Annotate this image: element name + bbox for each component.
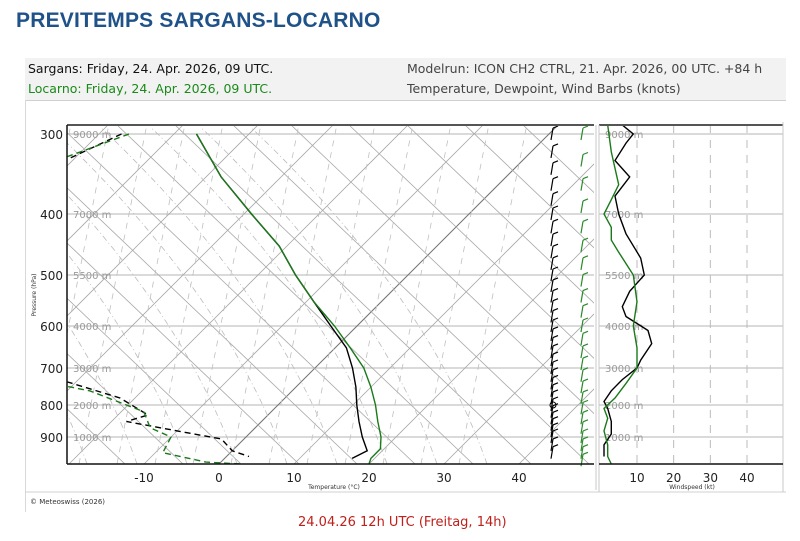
svg-text:700: 700	[40, 362, 63, 376]
svg-text:0: 0	[215, 471, 223, 485]
svg-text:20: 20	[666, 471, 681, 485]
skewt-grid: 9000 m 7000 m 5500 m 4000 m 3000 m 2000 m 1000…	[67, 125, 594, 464]
copyright-credit: © Meteoswiss (2026)	[30, 498, 106, 506]
svg-text:30: 30	[703, 471, 718, 485]
svg-text:800: 800	[40, 399, 63, 413]
svg-text:2000 m: 2000 m	[73, 401, 111, 412]
chart-frame	[25, 100, 787, 512]
svg-text:3000 m: 3000 m	[605, 364, 643, 375]
svg-text:3000 m: 3000 m	[73, 364, 111, 375]
svg-text:2000 m: 2000 m	[605, 401, 643, 412]
svg-text:300: 300	[40, 128, 63, 142]
svg-text:9000 m: 9000 m	[73, 130, 111, 141]
svg-text:7000 m: 7000 m	[605, 210, 643, 221]
station-locarno-time: Locarno: Friday, 24. Apr. 2026, 09 UTC.	[28, 81, 273, 96]
station-sargans-time: Sargans: Friday, 24. Apr. 2026, 09 UTC.	[28, 61, 274, 76]
svg-text:400: 400	[40, 208, 63, 222]
svg-text:900: 900	[40, 431, 63, 445]
svg-text:4000 m: 4000 m	[605, 322, 643, 333]
page-title: PREVITEMPS SARGANS-LOCARNO	[16, 9, 381, 32]
svg-text:1000 m: 1000 m	[605, 433, 643, 444]
modelrun-info: Modelrun: ICON CH2 CTRL, 21. Apr. 2026, …	[407, 61, 763, 76]
svg-text:7000 m: 7000 m	[73, 210, 111, 221]
svg-text:600: 600	[40, 320, 63, 334]
svg-text:20: 20	[361, 471, 376, 485]
svg-text:40: 40	[739, 471, 754, 485]
svg-text:Pressure (hPa): Pressure (hPa)	[31, 273, 38, 316]
windspeed-profiles	[603, 125, 653, 464]
skewt-axes: 300 400 500 600 700 800 900 -10 0 10 20 30 40 Tempera…	[25, 124, 786, 493]
windspeed-axes: 10 20 30 40 Windspeed (kt)	[598, 122, 784, 492]
svg-text:500: 500	[40, 269, 63, 283]
svg-text:-10: -10	[134, 471, 154, 485]
svg-text:9000 m: 9000 m	[605, 130, 643, 141]
svg-text:Windspeed (kt): Windspeed (kt)	[669, 484, 715, 491]
svg-text:Temperature (°C): Temperature (°C)	[307, 484, 360, 491]
info-bar: Sargans: Friday, 24. Apr. 2026, 09 UTC. …	[25, 58, 786, 101]
svg-text:1000 m: 1000 m	[73, 433, 111, 444]
svg-text:40: 40	[511, 471, 526, 485]
svg-text:10: 10	[286, 471, 301, 485]
svg-text:30: 30	[436, 471, 451, 485]
svg-text:5500 m: 5500 m	[73, 271, 111, 282]
variables-info: Temperature, Dewpoint, Wind Barbs (knots…	[407, 81, 681, 96]
windspeed-grid: 9000 m 7000 m 5500 m 4000 m 3000 m 2000 m 1000…	[599, 125, 783, 464]
skewt-profiles	[67, 133, 382, 464]
svg-text:4000 m: 4000 m	[73, 322, 111, 333]
wind-barbs	[549, 125, 589, 467]
svg-text:5500 m: 5500 m	[605, 271, 643, 282]
svg-text:10: 10	[629, 471, 644, 485]
valid-time: 24.04.26 12h UTC (Freitag, 14h)	[298, 515, 507, 530]
